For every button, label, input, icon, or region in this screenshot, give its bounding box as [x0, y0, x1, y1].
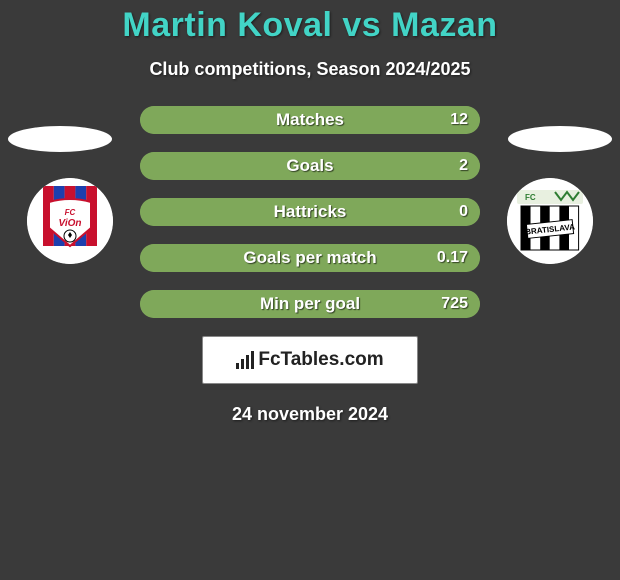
stat-row: Min per goal725 — [140, 290, 480, 318]
stat-label: Hattricks — [140, 198, 480, 226]
stat-label: Min per goal — [140, 290, 480, 318]
comparison-card: Martin Koval vs Mazan Club competitions,… — [0, 0, 620, 580]
stat-value-right: 725 — [441, 290, 468, 318]
stat-row: Matches12 — [140, 106, 480, 134]
svg-text:FC: FC — [525, 193, 536, 202]
chart-icon — [236, 351, 254, 369]
stats-list: Matches12 Goals2 Hattricks0 Goals per match… — [140, 106, 480, 318]
stat-row: Hattricks0 — [140, 198, 480, 226]
stat-value-right: 0.17 — [437, 244, 468, 272]
svg-text:ViOn: ViOn — [59, 218, 82, 229]
stat-label: Goals per match — [140, 244, 480, 272]
stat-value-right: 2 — [459, 152, 468, 180]
branding-badge[interactable]: FcTables.com — [202, 336, 418, 384]
club-crest-right: FC BRATISLAVA — [507, 178, 593, 264]
stat-value-right: 12 — [450, 106, 468, 134]
stat-value-right: 0 — [459, 198, 468, 226]
subtitle: Club competitions, Season 2024/2025 — [0, 59, 620, 80]
branding-text: FcTables.com — [258, 349, 383, 371]
stat-label: Goals — [140, 152, 480, 180]
club-crest-left: FC ViOn — [27, 178, 113, 264]
player-photo-placeholder-left — [8, 126, 112, 152]
player-photo-placeholder-right — [508, 126, 612, 152]
stat-row: Goals per match0.17 — [140, 244, 480, 272]
page-title: Martin Koval vs Mazan — [0, 0, 620, 45]
date-label: 24 november 2024 — [0, 404, 620, 425]
svg-text:FC: FC — [65, 208, 76, 217]
stat-row: Goals2 — [140, 152, 480, 180]
stat-label: Matches — [140, 106, 480, 134]
